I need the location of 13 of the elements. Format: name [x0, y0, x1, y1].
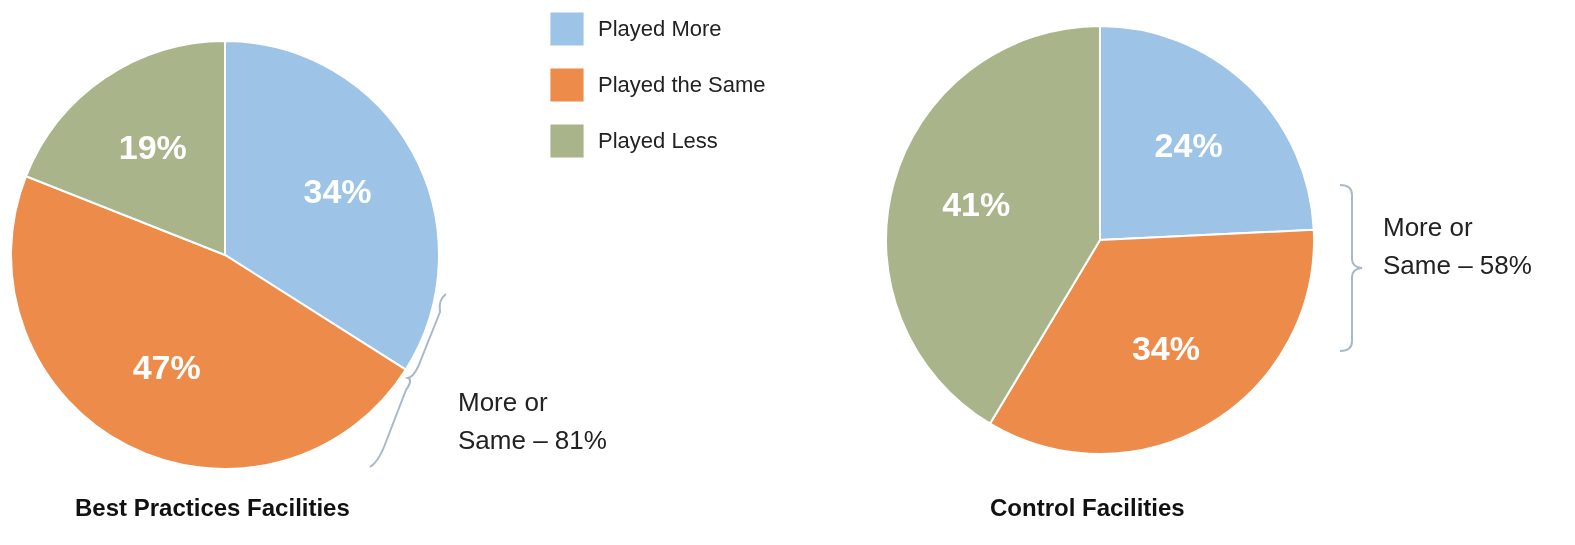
data-label: 47%: [132, 348, 201, 387]
data-label: 34%: [1131, 329, 1200, 368]
data-label: 19%: [118, 127, 187, 166]
data-label: 41%: [942, 184, 1011, 223]
legend-label: Played the Same: [598, 72, 766, 97]
text: More or Same – 58%: [1383, 212, 1532, 280]
text: Control Facilities: [990, 494, 1185, 521]
data-label: 34%: [303, 172, 372, 211]
text: More or Same – 81%: [458, 387, 607, 455]
legend-label: Played More: [598, 16, 722, 41]
legend-label: Played Less: [598, 128, 718, 153]
text: Best Practices Facilities: [75, 494, 350, 521]
data-label: 24%: [1154, 126, 1223, 165]
